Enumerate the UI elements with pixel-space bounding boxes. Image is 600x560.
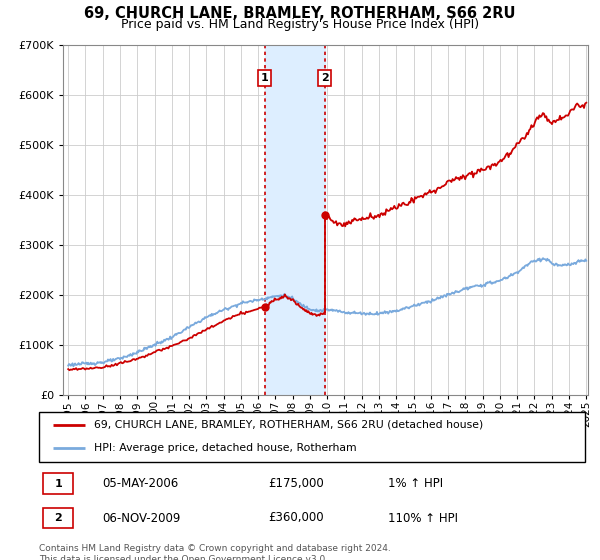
Text: £175,000: £175,000: [268, 477, 324, 490]
FancyBboxPatch shape: [43, 508, 73, 528]
Text: £360,000: £360,000: [268, 511, 324, 525]
FancyBboxPatch shape: [39, 412, 585, 462]
Text: 110% ↑ HPI: 110% ↑ HPI: [388, 511, 458, 525]
Text: 69, CHURCH LANE, BRAMLEY, ROTHERHAM, S66 2RU: 69, CHURCH LANE, BRAMLEY, ROTHERHAM, S66…: [84, 6, 516, 21]
Text: 1: 1: [260, 73, 268, 83]
Text: 1: 1: [55, 479, 62, 489]
Text: 1% ↑ HPI: 1% ↑ HPI: [388, 477, 443, 490]
Text: Price paid vs. HM Land Registry's House Price Index (HPI): Price paid vs. HM Land Registry's House …: [121, 18, 479, 31]
Bar: [265, 45, 325, 395]
Text: 05-MAY-2006: 05-MAY-2006: [102, 477, 178, 490]
FancyBboxPatch shape: [43, 473, 73, 494]
Text: 2: 2: [55, 513, 62, 523]
Text: 69, CHURCH LANE, BRAMLEY, ROTHERHAM, S66 2RU (detached house): 69, CHURCH LANE, BRAMLEY, ROTHERHAM, S66…: [94, 419, 483, 430]
Text: 06-NOV-2009: 06-NOV-2009: [102, 511, 180, 525]
Text: HPI: Average price, detached house, Rotherham: HPI: Average price, detached house, Roth…: [94, 443, 356, 453]
Text: Contains HM Land Registry data © Crown copyright and database right 2024.
This d: Contains HM Land Registry data © Crown c…: [39, 544, 391, 560]
Text: 2: 2: [321, 73, 329, 83]
